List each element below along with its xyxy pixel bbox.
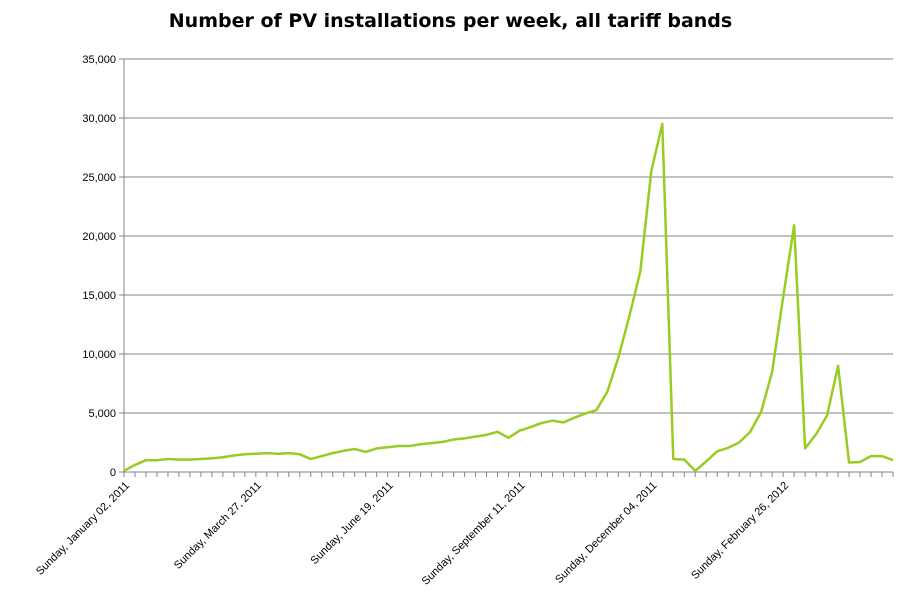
y-tick-label: 10,000: [82, 349, 116, 361]
x-tick-label: Sunday, January 02, 2011: [34, 480, 132, 578]
y-tick-label: 20,000: [82, 231, 116, 243]
y-tick-label: 0: [110, 467, 116, 479]
x-tick-label: Sunday, September 11, 2011: [420, 480, 528, 588]
y-tick-label: 30,000: [82, 113, 116, 125]
chart-title: Number of PV installations per week, all…: [168, 10, 733, 32]
x-tick-label: Sunday, March 27, 2011: [172, 480, 264, 572]
gridlines: [124, 58, 893, 414]
x-axis-ticks: Sunday, January 02, 2011 Sunday, March 27…: [34, 472, 894, 588]
y-axis-ticks: 0 5,000 10,000 15,000 20,000 25,000 30,000 35,0…: [82, 54, 124, 479]
axes: [123, 59, 893, 473]
y-tick-label: 15,000: [82, 290, 116, 302]
y-tick-label: 5,000: [88, 408, 116, 420]
x-tick-label: Sunday, December 04, 2011: [553, 480, 659, 586]
y-tick-label: 25,000: [82, 172, 116, 184]
x-tick-label: Sunday, June 19, 2011: [308, 480, 395, 567]
series-line: [123, 122, 894, 473]
x-tick-label: Sunday, February 26, 2012: [689, 480, 791, 582]
y-tick-label: 35,000: [82, 54, 116, 66]
